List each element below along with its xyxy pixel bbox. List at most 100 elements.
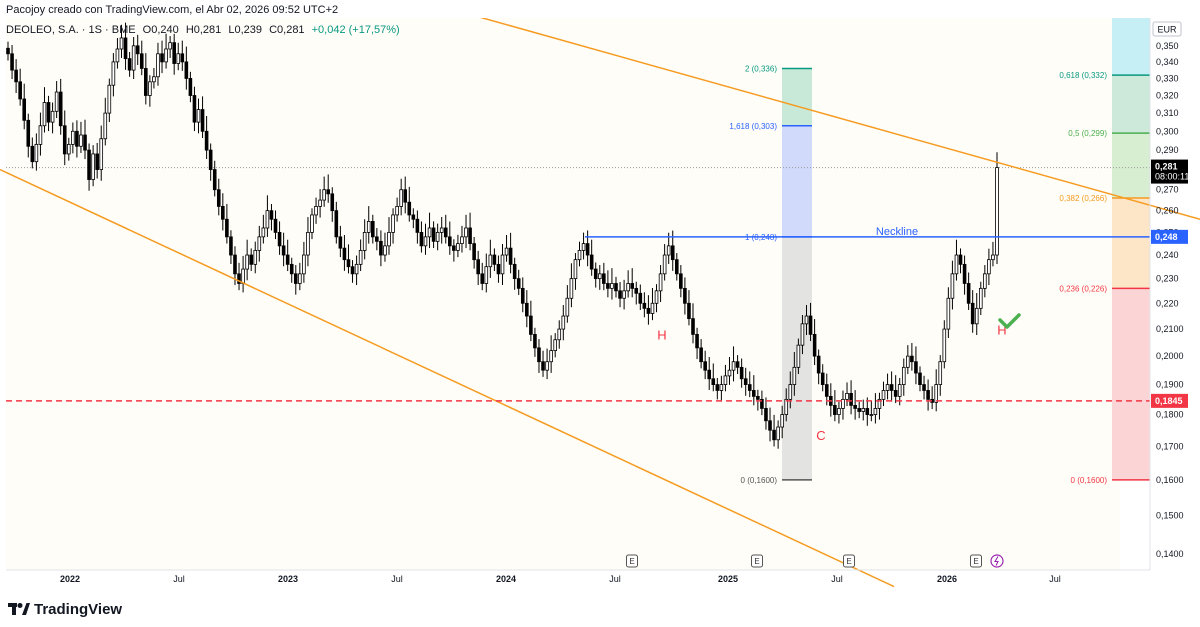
candle-body [808,315,813,335]
candle-body [719,384,724,391]
earnings-marker-label: E [754,557,759,566]
candle-body [752,390,756,397]
candle-body [111,61,116,86]
earnings-marker [626,554,638,568]
candle-body [399,189,403,207]
legend-low: L0,239 [228,24,263,36]
candle-body [6,47,10,55]
candle-body [176,53,181,64]
y-tick-label: 0,350 [1156,41,1179,51]
chart-frame[interactable]: 2 (0,336)1,618 (0,303)1 (0,248)0 (0,1600… [0,18,1200,595]
y-tick-label: 0,220 [1156,298,1179,308]
candle-body [901,366,906,385]
y-tick-label: 0,290 [1156,145,1179,155]
candle-body [646,307,651,314]
candle-body [593,268,598,280]
candle-body [683,287,687,304]
candle-body [204,130,209,151]
fib-ret-zone [1112,18,1150,76]
candle-body [103,112,108,140]
candle-body [22,98,27,121]
fib-ret-label: 0,382 (0,266) [1059,194,1107,203]
y-tick-label: 0,330 [1156,73,1179,83]
footer: TradingView [8,598,122,620]
candle-body [525,302,529,317]
y-tick-label: 0,1600 [1156,475,1184,485]
candle-body [727,369,732,377]
candle-body [869,414,874,416]
candle-body [496,263,501,275]
candle-body [731,361,736,371]
candle-body [62,125,67,155]
candle-body [610,283,614,289]
candle-body [431,227,436,242]
y-tick-label: 0,1900 [1156,380,1184,390]
x-tick-label: 2026 [937,574,957,584]
candle-body [75,130,79,147]
candle-body [841,398,845,409]
candle-body [54,91,59,112]
x-tick-label: 2022 [60,574,80,584]
y-tick-label: 0,310 [1156,108,1179,118]
candle-body [156,53,160,78]
neckline-price-tag [1151,229,1188,244]
candle-body [492,254,497,265]
candle-body [419,231,424,247]
candle-body [273,218,278,233]
candle-body [606,283,610,289]
candle-body [50,110,55,123]
candle-body [196,109,201,123]
candle-body [784,398,789,415]
candle-body [249,254,253,265]
candle-body [812,333,817,357]
candle-body [281,245,286,256]
fib-ret-label: 0 (0,1600) [1071,476,1108,485]
candle-body [597,273,602,280]
candle-body [306,231,310,256]
earnings-marker [970,554,982,568]
candle-body [87,149,91,180]
neckline-label: Neckline [876,226,918,238]
candle-body [533,333,537,349]
candle-body [139,53,144,69]
candle-body [366,221,371,233]
candle-body [914,361,918,374]
candle-body [938,361,943,385]
candle-body [464,227,468,238]
candle-body [188,78,193,96]
candle-body [776,426,780,441]
candle-body [257,236,262,251]
x-tick-label: Jul [609,574,621,584]
candle-body [622,290,626,299]
candle-body [58,91,63,127]
candle-body [954,254,959,275]
candle-body [711,378,716,385]
candle-body [881,390,886,400]
candle-body [229,236,233,256]
candle-body [500,254,505,275]
currency-box [1152,21,1182,37]
pattern-annotation: H [997,322,1006,337]
candle-body [747,384,752,391]
channel-lower-line [0,168,895,588]
candle-body [723,375,728,385]
candle-body [135,45,140,55]
fib-ext-zone [782,68,812,126]
candle-body [820,372,825,385]
neckline-price-value: 0,248 [1155,232,1178,242]
candle-body [545,361,549,371]
pattern-annotation: C [816,428,825,443]
fib-ext-label: 1,618 (0,303) [729,122,777,131]
candle-body [824,384,829,397]
candle-body [934,384,939,403]
fib-ret-zone [1112,75,1150,134]
fib-ret-zone [1112,133,1150,198]
candle-body [974,307,979,325]
price-chart[interactable]: 2 (0,336)1,618 (0,303)1 (0,248)0 (0,1600… [0,18,1200,595]
candle-body [314,205,318,216]
candle-body [638,292,643,304]
earnings-marker [751,554,763,568]
candle-body [666,245,671,256]
legend-change: +0,042 (+17,57%) [311,24,400,36]
y-tick-label: 0,300 [1156,126,1179,136]
